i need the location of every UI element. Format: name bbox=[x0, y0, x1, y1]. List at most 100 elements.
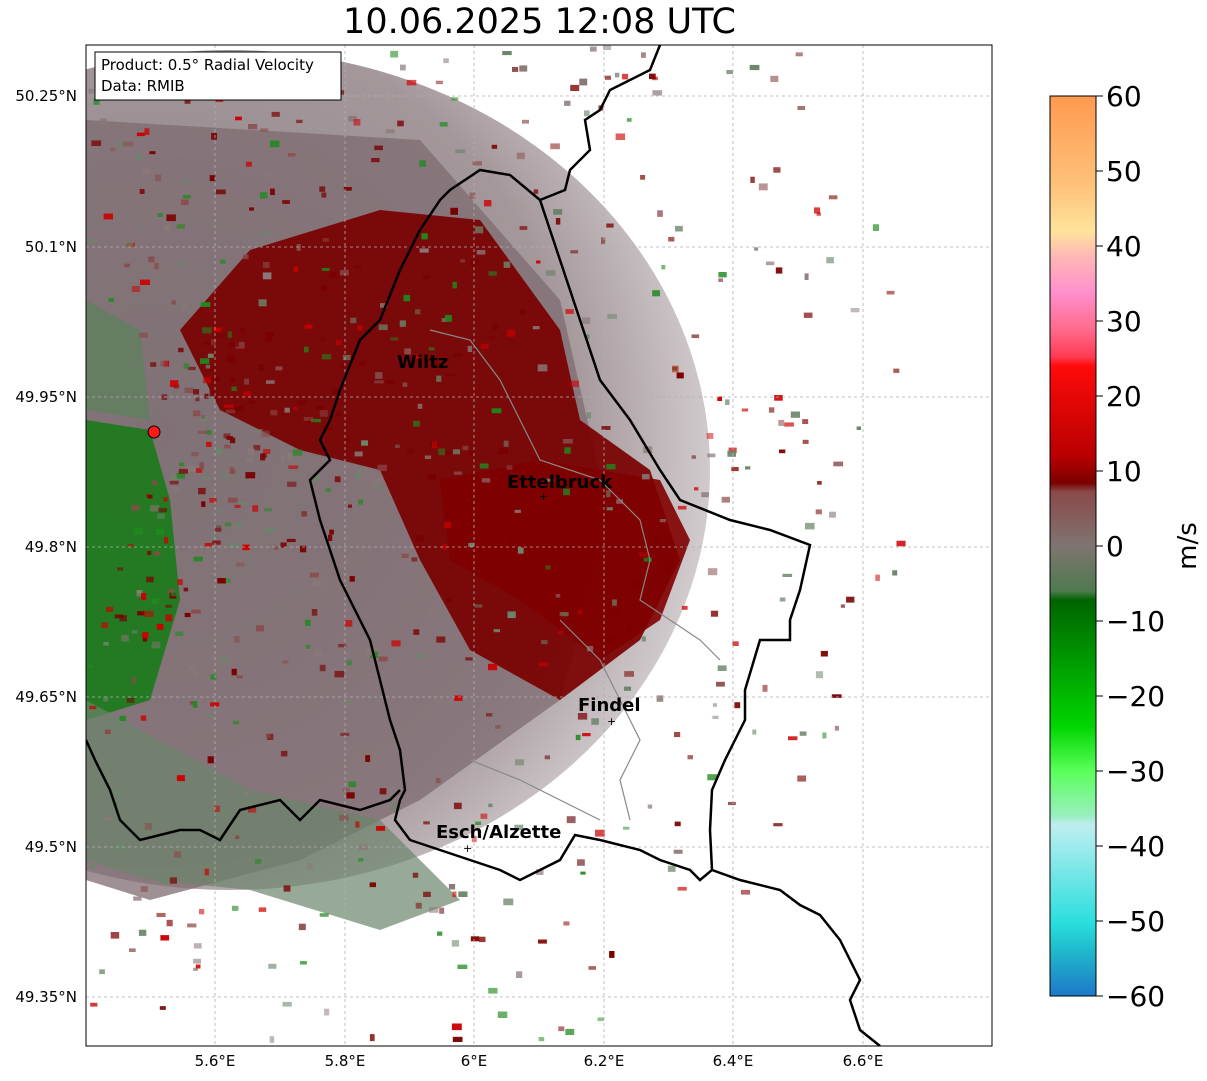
echo-pixel bbox=[313, 580, 321, 587]
echo-pixel bbox=[555, 218, 561, 225]
echo-pixel bbox=[156, 528, 164, 535]
echo-pixel bbox=[147, 494, 153, 499]
echo-pixel bbox=[538, 662, 548, 667]
echo-pixel bbox=[875, 574, 880, 581]
echo-pixel bbox=[263, 508, 272, 512]
echo-pixel bbox=[404, 348, 411, 355]
echo-pixel bbox=[639, 552, 648, 557]
echo-pixel bbox=[134, 527, 143, 535]
echo-pixel bbox=[325, 488, 332, 493]
echo-pixel bbox=[165, 614, 173, 622]
echo-pixel bbox=[319, 337, 326, 342]
echo-pixel bbox=[557, 631, 564, 635]
echo-pixel bbox=[484, 200, 492, 207]
echo-pixel bbox=[99, 969, 105, 975]
echo-pixel bbox=[728, 447, 737, 454]
echo-pixel bbox=[565, 309, 574, 314]
echo-pixel bbox=[121, 634, 129, 642]
echo-pixel bbox=[201, 501, 206, 507]
echo-pixel bbox=[758, 183, 768, 191]
echo-pixel bbox=[419, 248, 429, 253]
colorbar-ticks bbox=[1096, 95, 1103, 997]
echo-pixel bbox=[896, 540, 906, 547]
echo-pixel bbox=[457, 964, 468, 969]
echo-pixel bbox=[131, 286, 140, 292]
echo-pixel bbox=[419, 160, 426, 167]
echo-pixel bbox=[507, 611, 516, 619]
echo-pixel bbox=[229, 543, 239, 547]
echo-pixel bbox=[198, 430, 207, 434]
echo-pixel bbox=[563, 921, 570, 926]
echo-pixel bbox=[752, 729, 757, 735]
echo-pixel bbox=[558, 1026, 565, 1032]
echo-pixel bbox=[178, 347, 184, 353]
echo-pixel bbox=[450, 207, 458, 215]
echo-pixel bbox=[266, 331, 274, 337]
echo-pixel bbox=[180, 199, 189, 206]
echo-pixel bbox=[421, 185, 430, 191]
echo-pixel bbox=[253, 445, 261, 451]
echo-pixel bbox=[230, 789, 235, 793]
echo-pixel bbox=[481, 478, 491, 483]
echo-pixel bbox=[207, 713, 214, 719]
echo-pixel bbox=[414, 354, 421, 360]
echo-pixel bbox=[287, 153, 296, 157]
echo-pixel bbox=[244, 378, 249, 385]
echo-pixel bbox=[480, 813, 488, 819]
echo-pixel bbox=[470, 936, 480, 942]
echo-pixel bbox=[210, 702, 220, 707]
echo-pixel bbox=[749, 64, 760, 71]
echo-pixel bbox=[718, 272, 727, 278]
echo-pixel bbox=[616, 499, 623, 504]
colorbar-tick-label: −50 bbox=[1106, 905, 1165, 938]
echo-pixel bbox=[788, 736, 798, 741]
echo-pixel bbox=[150, 362, 157, 367]
echo-pixel bbox=[110, 932, 120, 939]
echo-pixel bbox=[242, 544, 250, 551]
echo-pixel bbox=[217, 578, 226, 584]
echo-pixel bbox=[607, 314, 617, 319]
echo-pixel bbox=[452, 891, 457, 898]
echo-pixel bbox=[339, 269, 349, 276]
echo-pixel bbox=[545, 270, 556, 276]
echo-pixel bbox=[340, 365, 347, 369]
echo-pixel bbox=[654, 538, 659, 544]
echo-pixel bbox=[564, 100, 571, 106]
echo-pixel bbox=[319, 664, 326, 672]
echo-pixel bbox=[774, 395, 783, 401]
echo-pixel bbox=[139, 225, 144, 229]
echo-pixel bbox=[491, 408, 502, 414]
echo-pixel bbox=[488, 663, 498, 671]
echo-pixel bbox=[403, 295, 411, 302]
echo-pixel bbox=[117, 141, 126, 147]
echo-pixel bbox=[604, 75, 611, 80]
echo-pixel bbox=[479, 463, 489, 469]
echo-pixel bbox=[319, 186, 326, 192]
echo-pixel bbox=[248, 806, 257, 813]
echo-pixel bbox=[506, 465, 513, 470]
colorbar-tick-label: −10 bbox=[1106, 605, 1165, 638]
echo-pixel bbox=[296, 244, 301, 251]
echo-pixel bbox=[319, 913, 329, 917]
echo-pixel bbox=[129, 948, 136, 952]
echo-pixel bbox=[147, 550, 152, 555]
echo-pixel bbox=[805, 522, 815, 530]
echo-pixel bbox=[385, 129, 395, 134]
echo-pixel bbox=[159, 1006, 166, 1010]
place-label-esch: Esch/Alzette bbox=[436, 822, 561, 843]
echo-pixel bbox=[148, 256, 155, 263]
echo-pixel bbox=[716, 681, 725, 687]
echo-pixel bbox=[248, 124, 258, 130]
echo-pixel bbox=[502, 51, 512, 56]
echo-pixel bbox=[423, 821, 430, 825]
echo-pixel bbox=[151, 641, 161, 649]
echo-pixel bbox=[799, 731, 807, 736]
echo-pixel bbox=[427, 473, 437, 481]
echo-pixel bbox=[216, 333, 225, 338]
echo-pixel bbox=[641, 474, 650, 480]
echo-pixel bbox=[227, 331, 232, 338]
echo-pixel bbox=[195, 964, 201, 969]
echo-pixel bbox=[224, 522, 232, 527]
lon-tick: 6.2°E bbox=[584, 1052, 625, 1070]
echo-pixel bbox=[411, 557, 418, 562]
